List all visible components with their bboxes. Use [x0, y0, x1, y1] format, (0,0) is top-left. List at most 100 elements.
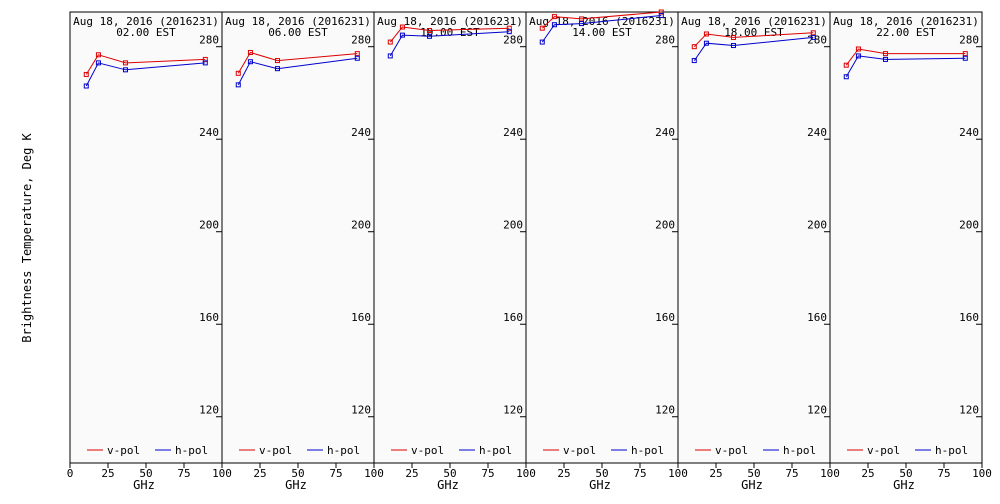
data-point-v-pol — [658, 9, 664, 15]
data-point-v-pol — [882, 51, 888, 57]
x-tick-label: 75 — [481, 467, 494, 480]
data-point-v-pol — [691, 44, 697, 50]
x-axis-label: GHz — [741, 478, 763, 492]
data-point-h-pol — [578, 21, 584, 27]
series-line-h-pol — [541, 15, 662, 43]
panel-1: Aug 18, 2016 (2016231)02.00 EST 120 160 200… — [67, 11, 223, 492]
x-tick-label: 50 — [443, 467, 456, 480]
data-point-h-pol — [730, 43, 736, 49]
data-point-h-pol — [658, 12, 664, 18]
legend-label-h-pol: h-pol — [631, 444, 664, 457]
data-point-v-pol — [235, 70, 241, 76]
y-tick-label: 160 — [503, 311, 523, 324]
y-tick-label: 160 — [807, 311, 827, 324]
y-tick-label: 200 — [351, 219, 371, 232]
y-tick-label: 120 — [807, 404, 827, 417]
y-tick-label: 200 — [959, 219, 979, 232]
data-point-v-pol — [578, 16, 584, 22]
legend-label-h-pol: h-pol — [175, 444, 208, 457]
panel-frame — [221, 11, 375, 464]
x-tick-label: 0 — [67, 467, 74, 480]
data-point-h-pol — [122, 67, 128, 73]
panel-frame — [373, 11, 527, 464]
x-tick-label: 75 — [177, 467, 190, 480]
x-tick-label: 100 — [212, 467, 232, 480]
x-tick-label: 25 — [253, 467, 266, 480]
data-point-v-pol — [247, 49, 253, 55]
x-tick-label: 25 — [557, 467, 570, 480]
y-tick-label: 240 — [503, 126, 523, 139]
panel-title: Aug 18, 2016 (2016231) — [225, 15, 371, 28]
x-tick-label: 75 — [633, 467, 646, 480]
panel-frame — [677, 11, 831, 464]
y-tick-label: 200 — [503, 219, 523, 232]
x-tick-label: 50 — [139, 467, 152, 480]
panel-3: Aug 18, 2016 (2016231)10.00 EST120160200… — [364, 11, 527, 492]
data-point-h-pol — [399, 32, 405, 38]
y-tick-label: 160 — [959, 311, 979, 324]
series-line-v-pol — [237, 51, 358, 74]
y-tick-label: 240 — [807, 126, 827, 139]
series-line-h-pol — [389, 31, 510, 57]
data-point-v-pol — [426, 28, 432, 34]
x-axis-label: GHz — [133, 478, 155, 492]
data-point-h-pol — [810, 34, 816, 40]
x-tick-label: 25 — [405, 467, 418, 480]
data-point-v-pol — [274, 58, 280, 64]
series-line-h-pol — [85, 62, 206, 87]
data-point-v-pol — [202, 56, 208, 62]
legend-label-v-pol: v-pol — [259, 444, 292, 457]
panel-6: Aug 18, 2016 (2016231)22.00 EST 120 160 200… — [820, 11, 992, 492]
legend-label-v-pol: v-pol — [107, 444, 140, 457]
panel-frame — [829, 11, 983, 464]
y-tick-label: 160 — [199, 311, 219, 324]
data-point-v-pol — [810, 30, 816, 36]
x-axis-label: GHz — [893, 478, 915, 492]
y-tick-label: 200 — [655, 219, 675, 232]
data-point-v-pol — [387, 39, 393, 45]
data-point-h-pol — [354, 55, 360, 61]
y-tick-label: 280 — [807, 34, 827, 47]
legend-label-h-pol: h-pol — [479, 444, 512, 457]
panel-4: Aug 18, 2016 (2016231)14.00 EST120160200… — [516, 9, 679, 492]
x-tick-label: 100 — [972, 467, 992, 480]
legend-label-v-pol: v-pol — [867, 444, 900, 457]
legend-label-h-pol: h-pol — [327, 444, 360, 457]
data-point-v-pol — [703, 31, 709, 37]
data-point-v-pol — [730, 34, 736, 40]
data-point-h-pol — [691, 58, 697, 64]
panel-title: Aug 18, 2016 (2016231) — [833, 15, 979, 28]
data-point-h-pol — [274, 66, 280, 72]
y-tick-label: 280 — [959, 34, 979, 47]
x-tick-label: 25 — [101, 467, 114, 480]
x-tick-label: 50 — [747, 467, 760, 480]
series-line-v-pol — [85, 54, 206, 75]
y-axis-label: Brightness Temperature, Deg K — [20, 132, 34, 342]
series-line-h-pol — [693, 36, 814, 61]
data-point-v-pol — [855, 46, 861, 52]
legend-label-h-pol: h-pol — [783, 444, 816, 457]
panel-title: Aug 18, 2016 (2016231) — [377, 15, 523, 28]
y-tick-label: 240 — [351, 126, 371, 139]
y-tick-label: 200 — [199, 219, 219, 232]
series-line-h-pol — [237, 57, 358, 86]
data-point-v-pol — [539, 25, 545, 31]
data-point-h-pol — [387, 53, 393, 59]
x-tick-label: 100 — [516, 467, 536, 480]
series-line-h-pol — [845, 55, 966, 78]
y-tick-label: 280 — [351, 34, 371, 47]
data-point-h-pol — [83, 83, 89, 89]
data-point-h-pol — [855, 53, 861, 59]
data-point-h-pol — [202, 60, 208, 66]
panel-frame — [525, 11, 679, 464]
data-point-h-pol — [539, 39, 545, 45]
data-point-v-pol — [506, 25, 512, 31]
legend-label-v-pol: v-pol — [563, 444, 596, 457]
x-axis-label: GHz — [589, 478, 611, 492]
y-tick-label: 240 — [655, 126, 675, 139]
data-point-v-pol — [122, 60, 128, 66]
data-point-h-pol — [843, 74, 849, 80]
panel-title: Aug 18, 2016 (2016231) — [681, 15, 827, 28]
